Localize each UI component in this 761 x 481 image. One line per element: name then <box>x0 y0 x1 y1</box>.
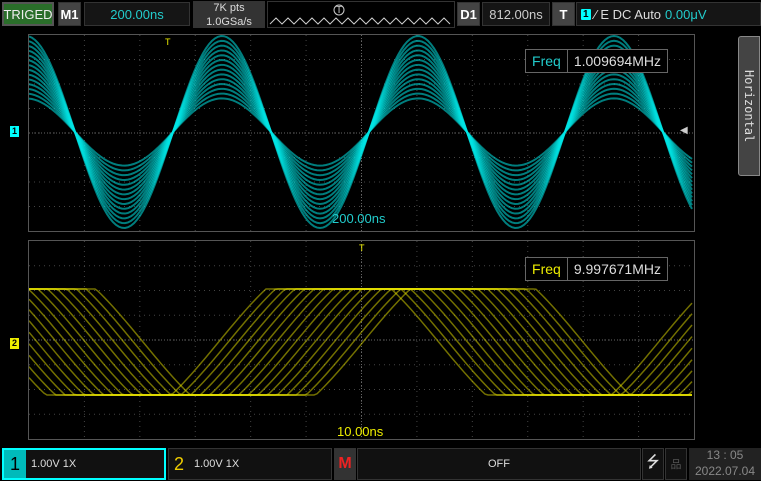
clock-date: 2022.07.04 <box>689 464 761 480</box>
trigger-status-badge: TRIGED <box>2 2 54 26</box>
ch1-marker[interactable]: 1 <box>10 126 20 137</box>
trigger-level: 0.00μV <box>665 6 707 22</box>
trigger-source-badge: 1 <box>581 8 591 20</box>
zoom-timebase-label: 10.00ns <box>337 424 384 439</box>
timebase-value[interactable]: 200.00ns <box>84 2 190 26</box>
usb-icon: ⭍ <box>642 448 664 480</box>
trigger-position-icon: T <box>165 37 171 47</box>
math-status: OFF <box>357 448 641 480</box>
main-waveform-panel: T Freq 1.009694MHz 200.00ns <box>28 34 695 232</box>
math-button[interactable]: M <box>334 448 356 480</box>
ch2-number: 2 <box>173 453 184 474</box>
ch1-trace <box>28 54 693 210</box>
ch2-waveform: T <box>28 241 694 439</box>
clock-time: 13 : 05 <box>689 448 761 464</box>
ch1-settings[interactable]: 1 1.00V 1X <box>2 448 166 480</box>
zoom-waveform-panel: T Freq 9.997671MHz 10.00ns <box>28 240 695 440</box>
memory-overview: T <box>267 1 455 28</box>
ch1-waveform: T <box>28 34 694 231</box>
trigger-level-arrow-icon: ◀ <box>680 125 688 136</box>
ch2-trace <box>28 288 693 396</box>
trigger-info[interactable]: 1 ∕ E DC Auto 0.00μV <box>576 2 761 26</box>
ch2-trace <box>28 288 693 396</box>
ch2-trace <box>28 288 693 396</box>
ch1-trace <box>28 34 693 230</box>
ch2-trace <box>29 288 692 396</box>
network-icon: 品 <box>665 448 687 480</box>
delay-value[interactable]: 812.00ns <box>482 2 550 26</box>
memory-depth: 7K pts <box>193 1 265 15</box>
ch1-number: 1 <box>4 450 26 478</box>
ch2-trace <box>28 288 693 396</box>
ch1-scale: 1.00V 1X <box>31 458 77 470</box>
delay-button[interactable]: D1 <box>457 2 480 26</box>
trigger-settings: ∕ E DC Auto <box>594 6 662 22</box>
ch2-trace <box>29 288 692 396</box>
freq-measurement-ch1: Freq 1.009694MHz <box>525 49 668 73</box>
ch2-trace <box>28 288 693 396</box>
ch2-settings[interactable]: 2 1.00V 1X <box>168 448 332 480</box>
main-timebase-label: 200.00ns <box>332 211 386 226</box>
ch2-trace <box>29 288 692 396</box>
ch2-scale: 1.00V 1X <box>194 458 240 470</box>
ch2-trace <box>28 288 693 396</box>
trigger-position-icon: T <box>359 243 365 253</box>
memory-waveform-icon: T <box>269 4 451 25</box>
sample-rate: 1.0GSa/s <box>193 15 265 28</box>
freq-measurement-ch2: Freq 9.997671MHz <box>525 257 668 281</box>
horizontal-side-tab[interactable]: Horizontal <box>738 36 760 176</box>
ch2-marker[interactable]: 2 <box>10 338 20 349</box>
ch2-trace <box>28 288 693 396</box>
svg-text:T: T <box>336 5 342 16</box>
ch2-trace <box>29 288 692 396</box>
ch2-trace <box>28 288 693 396</box>
trigger-button[interactable]: T <box>552 2 575 26</box>
ch2-trace <box>29 288 692 396</box>
ch2-trace <box>29 288 692 396</box>
ch2-trace <box>29 288 692 396</box>
menu-button[interactable]: M1 <box>58 2 81 26</box>
ch2-trace <box>28 288 693 396</box>
